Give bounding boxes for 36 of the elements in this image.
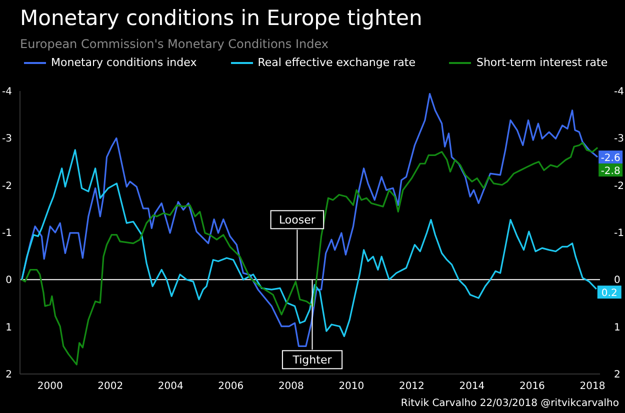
- y2-tick-label: -2: [614, 180, 624, 192]
- x-tick-label: 2010: [338, 381, 364, 392]
- line-series: [21, 142, 598, 366]
- data-label: -2.6: [600, 153, 620, 164]
- y2-tick-label: -4: [614, 86, 624, 98]
- y2-tick-label: 1: [614, 322, 620, 334]
- data-label: -2.8: [600, 166, 620, 178]
- x-tick-label: 2000: [37, 381, 63, 392]
- y2-tick-label: 2: [614, 370, 620, 381]
- y-tick-label: -3: [2, 134, 12, 145]
- text: Ritvik Carvalho 22/03/2018 @ritvikcarvalho: [400, 398, 619, 409]
- y2-tick-label: -3: [614, 134, 624, 145]
- annotation: Tighter: [292, 354, 332, 367]
- y-tick-label: -4: [2, 86, 12, 98]
- y-tick-label: 1: [6, 322, 12, 334]
- y2-tick-label: -1: [614, 228, 624, 240]
- y-tick-label: 0: [6, 275, 12, 286]
- x-tick-label: 2004: [158, 381, 184, 392]
- x-tick-label: 2016: [519, 381, 545, 392]
- legend-label: Real effective exchange rate: [258, 56, 416, 69]
- x-tick-label: 2008: [278, 381, 304, 392]
- x-tick-label: 2012: [398, 381, 424, 392]
- x-tick-label: 2006: [218, 381, 244, 392]
- legend-label: Short-term interest rate: [476, 56, 608, 69]
- chart-subtitle: European Commission's Monetary Conditions Index: [20, 37, 329, 51]
- x-tick-label: 2002: [98, 381, 124, 392]
- y2-tick-label: 0: [614, 275, 620, 286]
- legend-label: Monetary conditions index: [51, 56, 197, 69]
- x-tick-label: 2014: [459, 381, 485, 392]
- y-tick-label: 2: [6, 370, 12, 381]
- annotation: Looser: [278, 214, 316, 227]
- y-tick-label: -1: [2, 228, 12, 240]
- x-tick-label: 2018: [580, 381, 606, 392]
- y-tick-label: -2: [2, 180, 12, 192]
- data-label: 0.2: [601, 288, 618, 300]
- chart-title: Monetary conditions in Europe tighten: [20, 6, 422, 30]
